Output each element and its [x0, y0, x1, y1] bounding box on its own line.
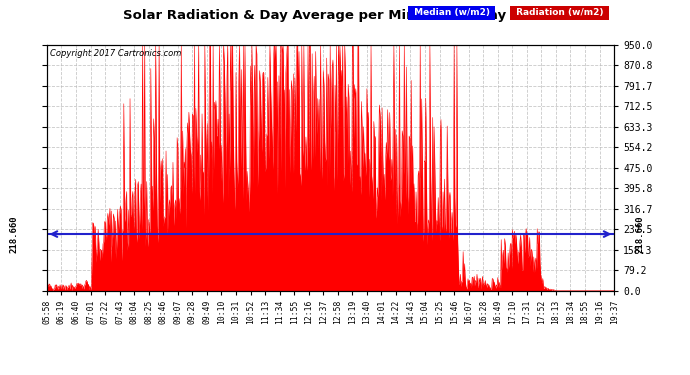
Text: Radiation (w/m2): Radiation (w/m2) [513, 8, 607, 17]
Text: Median (w/m2): Median (w/m2) [411, 8, 493, 17]
Text: 218.660: 218.660 [10, 215, 19, 253]
Text: Solar Radiation & Day Average per Minute Tue May 2 19:52: Solar Radiation & Day Average per Minute… [124, 9, 566, 22]
Text: 218.660: 218.660 [635, 215, 644, 253]
Text: Copyright 2017 Cartronics.com: Copyright 2017 Cartronics.com [50, 49, 181, 58]
